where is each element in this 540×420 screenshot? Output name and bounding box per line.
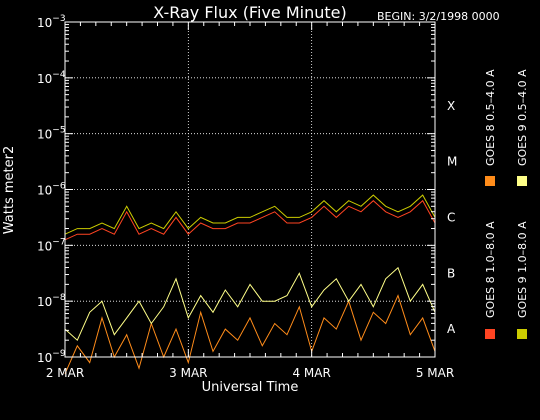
flare-class-labels: X M C B A (447, 99, 457, 336)
x-tick-label: 4 MAR (292, 366, 330, 380)
x-tick-label: 5 MAR (416, 366, 454, 380)
legend-swatch (485, 329, 495, 339)
x-tick-labels: 2 MAR 3 MAR 4 MAR 5 MAR (46, 366, 454, 380)
flare-class-label: M (447, 155, 457, 169)
legend-label: GOES 9 0.5–4.0 A (516, 69, 529, 166)
y-axis-label: Watts meter2 (2, 146, 17, 234)
chart-title: X-Ray Flux (Five Minute) (153, 3, 346, 22)
traces (64, 194, 436, 375)
y-tick-label: 10−7 (37, 237, 66, 253)
flare-class-label: B (447, 266, 455, 280)
legend-label: GOES 8 1.0–8.0 A (484, 221, 497, 318)
begin-label: BEGIN: 3/2/1998 0000 (377, 10, 500, 23)
series-line (64, 199, 436, 241)
y-tick-label: 10−3 (37, 14, 66, 30)
y-tick-label: 10−8 (37, 293, 66, 309)
legend-label: GOES 9 1.0–8.0 A (516, 221, 529, 318)
x-axis-label: Universal Time (202, 380, 299, 395)
flare-class-label: A (447, 322, 456, 336)
flare-class-label: C (447, 210, 455, 224)
y-tick-label: 10−4 (37, 70, 66, 86)
y-tick-label: 10−6 (37, 182, 66, 198)
legend-swatch (485, 176, 495, 186)
series-line (64, 194, 436, 235)
series-line (64, 266, 436, 342)
legend-label: GOES 8 0.5–4.0 A (484, 69, 497, 166)
x-tick-label: 2 MAR (46, 366, 84, 380)
grid (65, 22, 435, 357)
flare-class-label: X (447, 99, 455, 113)
series-line (64, 294, 436, 375)
legend-swatch (517, 176, 527, 186)
y-tick-label: 10−5 (37, 126, 66, 142)
x-tick-label: 3 MAR (169, 366, 207, 380)
legend-swatch (517, 329, 527, 339)
legend: GOES 8 1.0–8.0 A GOES 8 0.5–4.0 A GOES 9 1… (484, 69, 529, 339)
plot-frame (64, 21, 436, 358)
y-tick-label: 10−9 (37, 349, 66, 365)
y-tick-labels: 10−3 10−4 10−5 10−6 10−7 10−8 10−9 (37, 14, 66, 365)
